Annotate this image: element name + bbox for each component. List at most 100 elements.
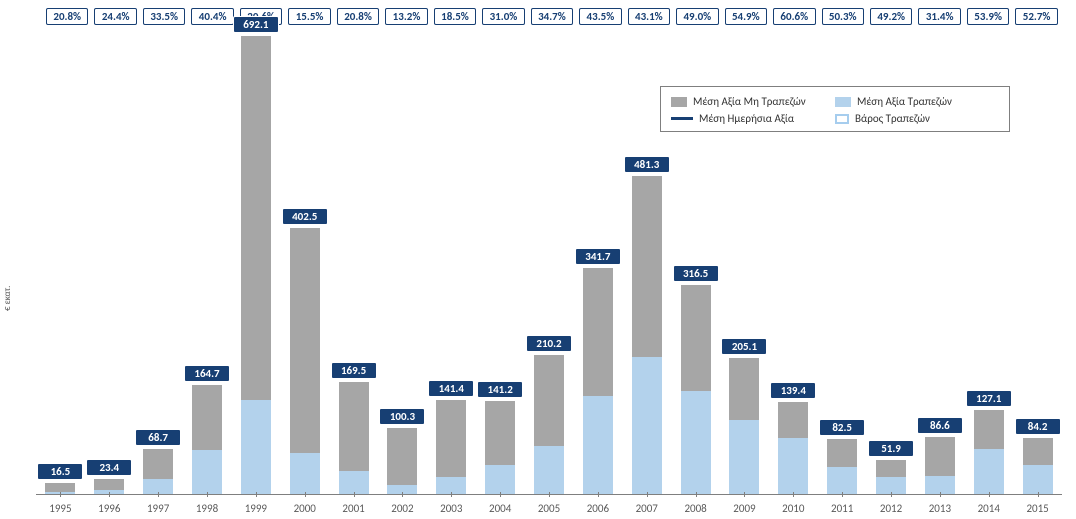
legend-item: Μέση Αξία Τραπεζών [835, 93, 999, 110]
x-tick: 1997 [136, 498, 181, 515]
bar-segment-top [583, 268, 613, 396]
bar-segment-top [485, 401, 515, 465]
percent-box: 50.3% [822, 8, 864, 25]
bar-total-label: 402.5 [282, 208, 328, 225]
bar-stack [925, 437, 955, 494]
x-tick: 2001 [331, 498, 376, 515]
bar-total-label: 86.6 [917, 417, 963, 434]
bar-segment-top [729, 358, 759, 419]
percent-box: 53.9% [967, 8, 1009, 25]
x-tick: 1995 [38, 498, 83, 515]
percent-box: 13.2% [385, 8, 427, 25]
legend-item: Μέση Ημερήσια Αξία [671, 110, 835, 127]
x-tick: 1996 [87, 498, 132, 515]
bar-segment-bottom [1023, 465, 1053, 494]
bar-segment-bottom [290, 453, 320, 494]
percent-box: 49.2% [870, 8, 912, 25]
percent-box: 15.5% [288, 8, 330, 25]
bar-segment-bottom [681, 391, 711, 494]
percent-box: 31.4% [918, 8, 960, 25]
bar-stack [1023, 438, 1053, 494]
percent-box: 20.8% [46, 8, 88, 25]
bar-segment-top [827, 439, 857, 466]
bar-column: 84.2 [1015, 32, 1060, 494]
bar-stack [192, 385, 222, 494]
bar-stack [436, 400, 466, 494]
bar-column: 210.2 [527, 32, 572, 494]
bar-total-label: 23.4 [86, 459, 132, 476]
percent-box: 20.8% [337, 8, 379, 25]
percent-box: 43.5% [579, 8, 621, 25]
bar-stack [827, 439, 857, 494]
bar-segment-top [681, 285, 711, 392]
legend-swatch [835, 114, 849, 124]
bar-stack [974, 410, 1004, 494]
percent-box: 52.7% [1015, 8, 1057, 25]
bar-segment-bottom [534, 446, 564, 494]
bar-segment-top [632, 176, 662, 357]
bar-total-label: 141.2 [477, 381, 523, 398]
bar-stack [241, 36, 271, 494]
legend-swatch [835, 97, 851, 107]
bar-segment-bottom [241, 400, 271, 494]
bar-segment-top [925, 437, 955, 476]
bar-segment-top [876, 460, 906, 477]
bar-total-label: 51.9 [868, 440, 914, 457]
x-tick: 2010 [771, 498, 816, 515]
bar-segment-top [45, 483, 75, 492]
bar-segment-top [143, 449, 173, 479]
bar-stack [729, 358, 759, 494]
percent-box: 40.4% [191, 8, 233, 25]
bar-stack [485, 401, 515, 494]
bar-segment-top [974, 410, 1004, 449]
bar-segment-top [339, 382, 369, 471]
x-tick: 2007 [624, 498, 669, 515]
bar-segment-top [192, 385, 222, 450]
x-tick: 2014 [966, 498, 1011, 515]
percent-box: 49.0% [676, 8, 718, 25]
bar-stack [876, 460, 906, 494]
bar-total-label: 127.1 [966, 390, 1012, 407]
bar-stack [143, 449, 173, 494]
bar-column: 23.4 [87, 32, 132, 494]
bar-column: 68.7 [136, 32, 181, 494]
percent-row: 20.8%24.4%33.5%40.4%20.6%15.5%20.8%13.2%… [8, 8, 1062, 31]
x-tick: 2009 [722, 498, 767, 515]
bar-segment-bottom [778, 438, 808, 494]
bar-segment-bottom [583, 396, 613, 494]
bar-total-label: 316.5 [673, 265, 719, 282]
percent-box: 34.7% [531, 8, 573, 25]
legend-item: Βάρος Τραπεζών [835, 110, 999, 127]
bar-total-label: 169.5 [331, 362, 377, 379]
x-tick: 2015 [1015, 498, 1060, 515]
x-tick: 2013 [917, 498, 962, 515]
bar-total-label: 692.1 [233, 16, 279, 33]
x-tick: 2012 [869, 498, 914, 515]
legend-item: Μέση Αξία Μη Τραπεζών [671, 93, 835, 110]
bar-total-label: 481.3 [624, 156, 670, 173]
bar-stack [534, 355, 564, 494]
legend-label: Μέση Ημερήσια Αξία [699, 112, 794, 125]
bar-segment-bottom [974, 449, 1004, 494]
percent-box: 31.0% [482, 8, 524, 25]
bar-stack [339, 382, 369, 494]
x-tick: 2006 [575, 498, 620, 515]
bar-segment-top [1023, 438, 1053, 464]
bar-column: 141.2 [478, 32, 523, 494]
bar-total-label: 82.5 [819, 419, 865, 436]
x-tick: 2004 [478, 498, 523, 515]
bar-segment-top [290, 228, 320, 453]
bar-stack [583, 268, 613, 494]
chart-plot-area: 16.523.468.7164.7692.1402.5169.5100.3141… [36, 32, 1062, 495]
bar-segment-bottom [485, 465, 515, 494]
bar-total-label: 100.3 [379, 408, 425, 425]
bar-column: 341.7 [575, 32, 620, 494]
legend-swatch [671, 117, 693, 120]
bar-total-label: 16.5 [37, 463, 83, 480]
x-axis: 1995199619971998199920002001200220032004… [36, 498, 1062, 515]
bar-total-label: 205.1 [721, 338, 767, 355]
legend-label: Μέση Αξία Μη Τραπεζών [693, 95, 806, 108]
bar-stack [681, 285, 711, 494]
x-tick: 2002 [380, 498, 425, 515]
bar-total-label: 68.7 [135, 429, 181, 446]
